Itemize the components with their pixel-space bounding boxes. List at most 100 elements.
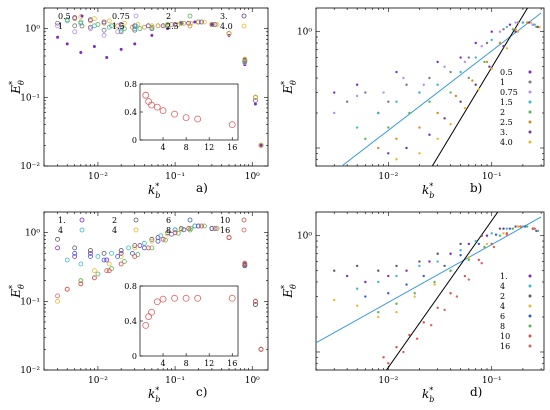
inset-data-point xyxy=(148,101,155,109)
legend-label: 0.75 xyxy=(500,88,518,97)
data-point xyxy=(172,227,178,233)
data-point xyxy=(467,56,470,59)
data-point xyxy=(511,227,515,230)
data-point xyxy=(55,23,60,29)
data-point xyxy=(449,123,452,126)
legend-marker xyxy=(528,70,532,74)
data-point xyxy=(498,227,502,230)
inset-data-point xyxy=(153,103,161,111)
data-point xyxy=(485,242,489,246)
data-point xyxy=(109,250,114,256)
data-point xyxy=(418,152,421,155)
data-point xyxy=(467,242,470,246)
data-point xyxy=(118,250,124,256)
data-point xyxy=(253,94,258,100)
legend-label: 4.0 xyxy=(220,22,233,31)
data-point xyxy=(519,225,522,228)
inset-x-tick-label: 16 xyxy=(227,359,237,368)
data-point xyxy=(364,280,367,284)
data-point xyxy=(490,232,493,235)
data-point xyxy=(459,100,462,103)
data-point xyxy=(463,60,467,64)
series-7 xyxy=(78,14,264,148)
data-point xyxy=(488,65,491,68)
x-axis-label-k: k xyxy=(148,183,155,197)
legend-marker xyxy=(528,284,532,288)
data-point xyxy=(333,91,336,94)
data-point xyxy=(405,283,408,286)
x-axis-label: k* b xyxy=(148,182,160,200)
data-point xyxy=(492,245,496,249)
data-layer xyxy=(316,212,542,370)
data-point xyxy=(188,20,194,26)
x-axis-label: k* b xyxy=(148,386,160,404)
data-point xyxy=(531,227,535,230)
data-point xyxy=(395,137,398,140)
data-point xyxy=(137,26,143,32)
x-tick-label: 10⁻² xyxy=(378,376,398,386)
legend-label: 1. xyxy=(58,216,66,225)
data-point xyxy=(474,239,477,243)
data-point xyxy=(490,38,493,42)
x-axis-label-k: k xyxy=(422,387,429,401)
legend-label: 0.5 xyxy=(58,12,71,21)
data-point xyxy=(521,225,525,228)
data-point xyxy=(118,248,124,253)
panel-label: a) xyxy=(196,181,208,195)
data-point xyxy=(474,41,477,45)
legend-label: 0.5 xyxy=(500,68,513,77)
data-point xyxy=(95,254,101,259)
data-point xyxy=(436,252,439,255)
legend-label: 8 xyxy=(500,322,505,331)
data-point xyxy=(502,28,505,31)
data-point xyxy=(149,236,155,242)
x-axis-label-sup: * xyxy=(155,182,159,191)
data-point xyxy=(467,256,470,259)
data-point xyxy=(115,254,121,259)
data-point xyxy=(241,23,247,29)
data-point xyxy=(405,83,408,86)
data-point xyxy=(422,321,425,324)
data-point xyxy=(527,21,531,24)
data-point xyxy=(395,345,398,349)
plot-frame xyxy=(43,211,269,371)
data-point xyxy=(119,47,123,51)
data-point xyxy=(178,227,184,233)
data-point xyxy=(101,32,107,38)
data-point xyxy=(436,306,439,309)
data-point xyxy=(505,233,509,236)
data-point xyxy=(415,337,419,340)
data-point xyxy=(195,19,201,25)
fit-line xyxy=(341,12,542,166)
data-point xyxy=(209,22,215,27)
data-point xyxy=(459,249,462,252)
inset-y-tick-label: 0.8 xyxy=(124,80,137,89)
data-point xyxy=(160,23,166,29)
data-point xyxy=(413,292,416,295)
data-point xyxy=(187,23,193,29)
legend-label: 10 xyxy=(500,332,510,341)
inset-plot: 4 8 12 16 0 0.4 0.8 xyxy=(124,80,239,152)
data-point xyxy=(498,234,502,237)
data-point xyxy=(430,323,433,327)
data-point xyxy=(408,333,411,337)
data-point xyxy=(186,20,192,26)
data-point xyxy=(79,23,85,29)
data-point xyxy=(402,350,405,354)
x-axis-label-sub: b xyxy=(429,191,434,200)
data-point xyxy=(165,230,171,236)
legend-label: 16 xyxy=(500,342,510,351)
data-point xyxy=(55,298,60,304)
data-point xyxy=(355,94,359,98)
data-point xyxy=(241,227,247,233)
inset-x-tick-label: 12 xyxy=(204,359,214,368)
fit-line xyxy=(316,216,542,344)
data-point xyxy=(418,260,421,263)
data-point xyxy=(355,264,359,268)
data-point xyxy=(477,258,481,262)
data-point xyxy=(364,137,367,140)
data-point xyxy=(64,17,70,23)
data-point xyxy=(187,13,193,19)
data-point xyxy=(525,225,529,228)
